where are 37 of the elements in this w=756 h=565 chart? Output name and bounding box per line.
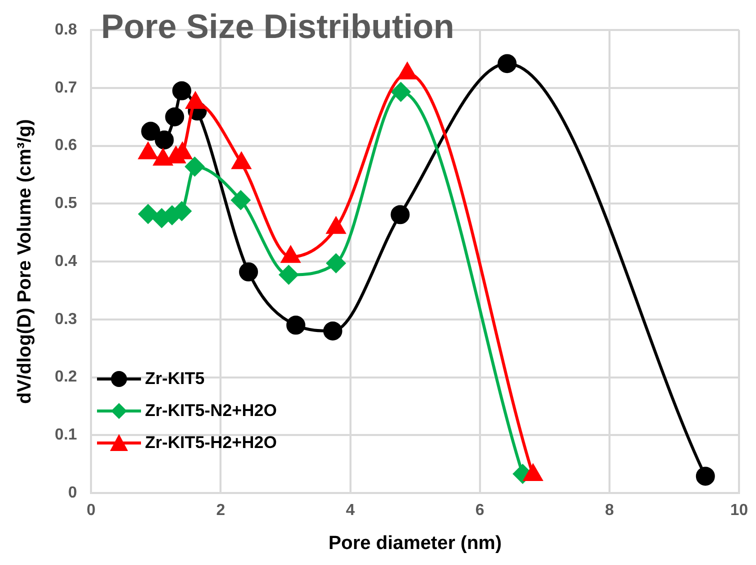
point [165, 107, 184, 126]
y-tick-label: 0.4 [54, 252, 78, 270]
y-tick-label: 0.2 [54, 368, 78, 386]
legend-label: Zr-KIT5-H2+H2O [145, 433, 277, 453]
y-tick-label: 0.3 [54, 310, 78, 328]
x-tick-label: 8 [605, 502, 614, 520]
legend-label: Zr-KIT5-N2+H2O [145, 401, 277, 421]
point [390, 205, 410, 224]
x-tick-label: 0 [86, 502, 96, 520]
point [138, 204, 158, 224]
legend-label: Zr-KIT5 [145, 369, 205, 389]
y-tick-label: 0.5 [54, 195, 78, 212]
point [696, 466, 715, 486]
point [154, 130, 174, 150]
point [185, 157, 204, 176]
y-tick-label: 0.1 [54, 426, 78, 444]
x-axis-title: Pore diameter (nm) [328, 532, 502, 554]
point [239, 262, 258, 282]
point [326, 254, 346, 273]
point [172, 81, 192, 100]
y-tick-label: 0.8 [54, 21, 78, 38]
y-tick-label: 0.7 [54, 79, 78, 96]
point [286, 316, 306, 335]
point [391, 82, 410, 102]
chart-title: Pore Size Distribution [101, 8, 454, 47]
x-tick-label: 6 [475, 502, 484, 520]
point [498, 54, 517, 74]
y-axis-title: dV/dlog(D) Pore Volume (cm³/g) [14, 119, 36, 404]
y-tick-label: 0 [68, 484, 78, 502]
x-tick-label: 10 [730, 502, 748, 520]
point [141, 122, 160, 141]
point [231, 190, 250, 210]
point [323, 321, 342, 340]
x-tick-label: 2 [216, 502, 226, 520]
y-tick-label: 0.6 [54, 137, 78, 154]
point [279, 265, 298, 284]
x-tick-label: 4 [346, 502, 355, 520]
